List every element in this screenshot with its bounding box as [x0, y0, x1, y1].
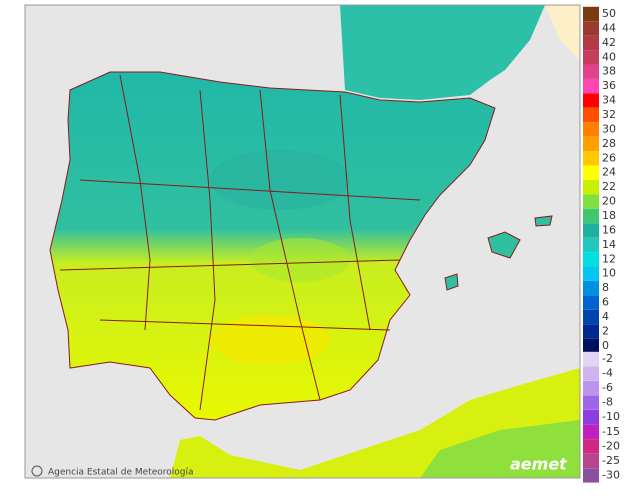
- legend-swatch: [583, 338, 599, 354]
- legend-swatch: [583, 122, 599, 137]
- legend-label: 32: [602, 108, 616, 121]
- map-frame: [24, 4, 581, 479]
- legend-label: 10: [602, 267, 616, 280]
- menorca: [534, 215, 553, 227]
- legend-label: 36: [602, 79, 616, 92]
- legend-label: 24: [602, 166, 616, 179]
- legend-swatch: [583, 351, 599, 367]
- legend-swatch: [583, 35, 599, 51]
- legend-label: -30: [602, 468, 620, 481]
- legend-label: 12: [602, 252, 616, 265]
- legend-label: 20: [602, 195, 616, 208]
- legend-label: 4: [602, 310, 609, 323]
- legend-label: -25: [602, 454, 620, 467]
- legend-swatch: [583, 208, 599, 224]
- legend-label: 0: [602, 339, 609, 352]
- legend-label: 2: [602, 324, 609, 337]
- legend-swatch: [583, 439, 599, 454]
- legend-label: -20: [602, 439, 620, 452]
- legend-label: -15: [602, 425, 620, 438]
- legend-label: 22: [602, 180, 616, 193]
- ibiza: [444, 273, 459, 291]
- legend-label: -2: [602, 352, 613, 365]
- legend-label: 42: [602, 36, 616, 49]
- legend: 5044424038363432302826242220181614121086…: [583, 6, 620, 483]
- credit: Agencia Estatal de Meteorología: [48, 468, 194, 478]
- legend-label: -8: [602, 396, 613, 409]
- legend-swatch: [583, 151, 599, 166]
- legend-label: -6: [602, 381, 613, 394]
- mild-area: [250, 238, 350, 282]
- legend-swatch: [583, 107, 599, 123]
- legend-label: -10: [602, 410, 620, 423]
- legend-swatch: [583, 78, 599, 94]
- legend-label: 34: [602, 94, 616, 107]
- legend-swatch: [583, 223, 599, 238]
- legend-swatch: [583, 136, 599, 152]
- legend-swatch: [583, 424, 599, 439]
- logo: aemet: [510, 455, 568, 474]
- legend-swatch: [583, 453, 599, 469]
- legend-label: 40: [602, 50, 616, 63]
- france: [340, 5, 545, 100]
- warm-area: [210, 315, 330, 365]
- legend-swatch: [583, 252, 599, 267]
- legend-label: 6: [602, 296, 609, 309]
- legend-swatch: [583, 194, 599, 209]
- legend-label: 44: [602, 21, 616, 34]
- legend-label: 18: [602, 209, 616, 222]
- legend-swatch: [583, 380, 599, 396]
- legend-swatch: [583, 64, 599, 79]
- map: [25, 5, 580, 478]
- province-borders: [59, 74, 421, 411]
- legend-swatch: [583, 410, 599, 425]
- cool-area: [210, 150, 350, 210]
- legend-swatch: [583, 295, 599, 310]
- legend-label: 8: [602, 281, 609, 294]
- mallorca: [487, 231, 521, 259]
- legend-swatch: [583, 324, 599, 339]
- legend-label: 14: [602, 238, 616, 251]
- legend-swatch: [583, 468, 599, 483]
- legend-swatch: [583, 21, 599, 36]
- legend-label: 26: [602, 151, 616, 164]
- legend-swatch: [583, 93, 599, 108]
- credit-icon: [31, 465, 43, 477]
- legend-label: 30: [602, 122, 616, 135]
- africa-mild: [420, 420, 580, 478]
- legend-label: 38: [602, 65, 616, 78]
- legend-swatch: [583, 395, 599, 410]
- legend-swatch: [583, 266, 599, 281]
- legend-swatch: [583, 165, 599, 180]
- legend-swatch: [583, 366, 599, 381]
- legend-label: 16: [602, 223, 616, 236]
- land-east: [545, 5, 580, 60]
- legend-label: -4: [602, 367, 613, 380]
- legend-label: 50: [602, 7, 616, 20]
- legend-swatch: [583, 309, 599, 325]
- legend-swatch: [583, 179, 599, 195]
- legend-swatch: [583, 6, 599, 22]
- legend-swatch: [583, 280, 599, 296]
- legend-label: 28: [602, 137, 616, 150]
- legend-swatch: [583, 237, 599, 253]
- legend-swatch: [583, 50, 599, 65]
